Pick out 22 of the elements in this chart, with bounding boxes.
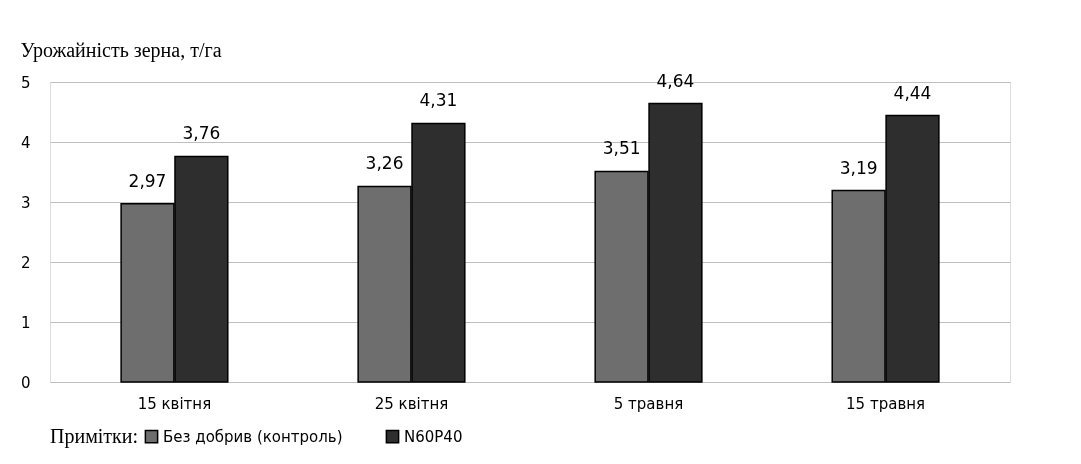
data-label: 4,31 (419, 90, 458, 111)
data-label: 3,76 (182, 123, 221, 144)
y-tick-label: 2 (20, 253, 31, 272)
data-label: 3,26 (365, 153, 404, 174)
legend-label: N60P40 (404, 427, 463, 446)
y-tick-label: 5 (20, 73, 31, 92)
data-label: 4,44 (893, 82, 932, 103)
x-tick-label: 15 квітня (137, 394, 212, 413)
y-tick-label: 3 (20, 193, 31, 212)
x-tick-label: 15 травня (846, 394, 926, 413)
y-axis-title: Урожайність зерна, т/га (20, 38, 222, 62)
data-label: 4,64 (656, 70, 695, 91)
x-tick-label: 25 квітня (374, 394, 449, 413)
data-label: 3,19 (839, 157, 878, 178)
data-label: 3,51 (602, 138, 641, 159)
legend-label: Без добрив (контроль) (163, 427, 343, 446)
data-label: 2,97 (128, 170, 167, 191)
y-tick-label: 0 (20, 373, 31, 392)
y-tick-label: 1 (20, 313, 31, 332)
y-tick-label: 4 (20, 133, 31, 152)
x-tick-label: 5 травня (613, 394, 684, 413)
legend-title: Примітки: (50, 425, 139, 448)
